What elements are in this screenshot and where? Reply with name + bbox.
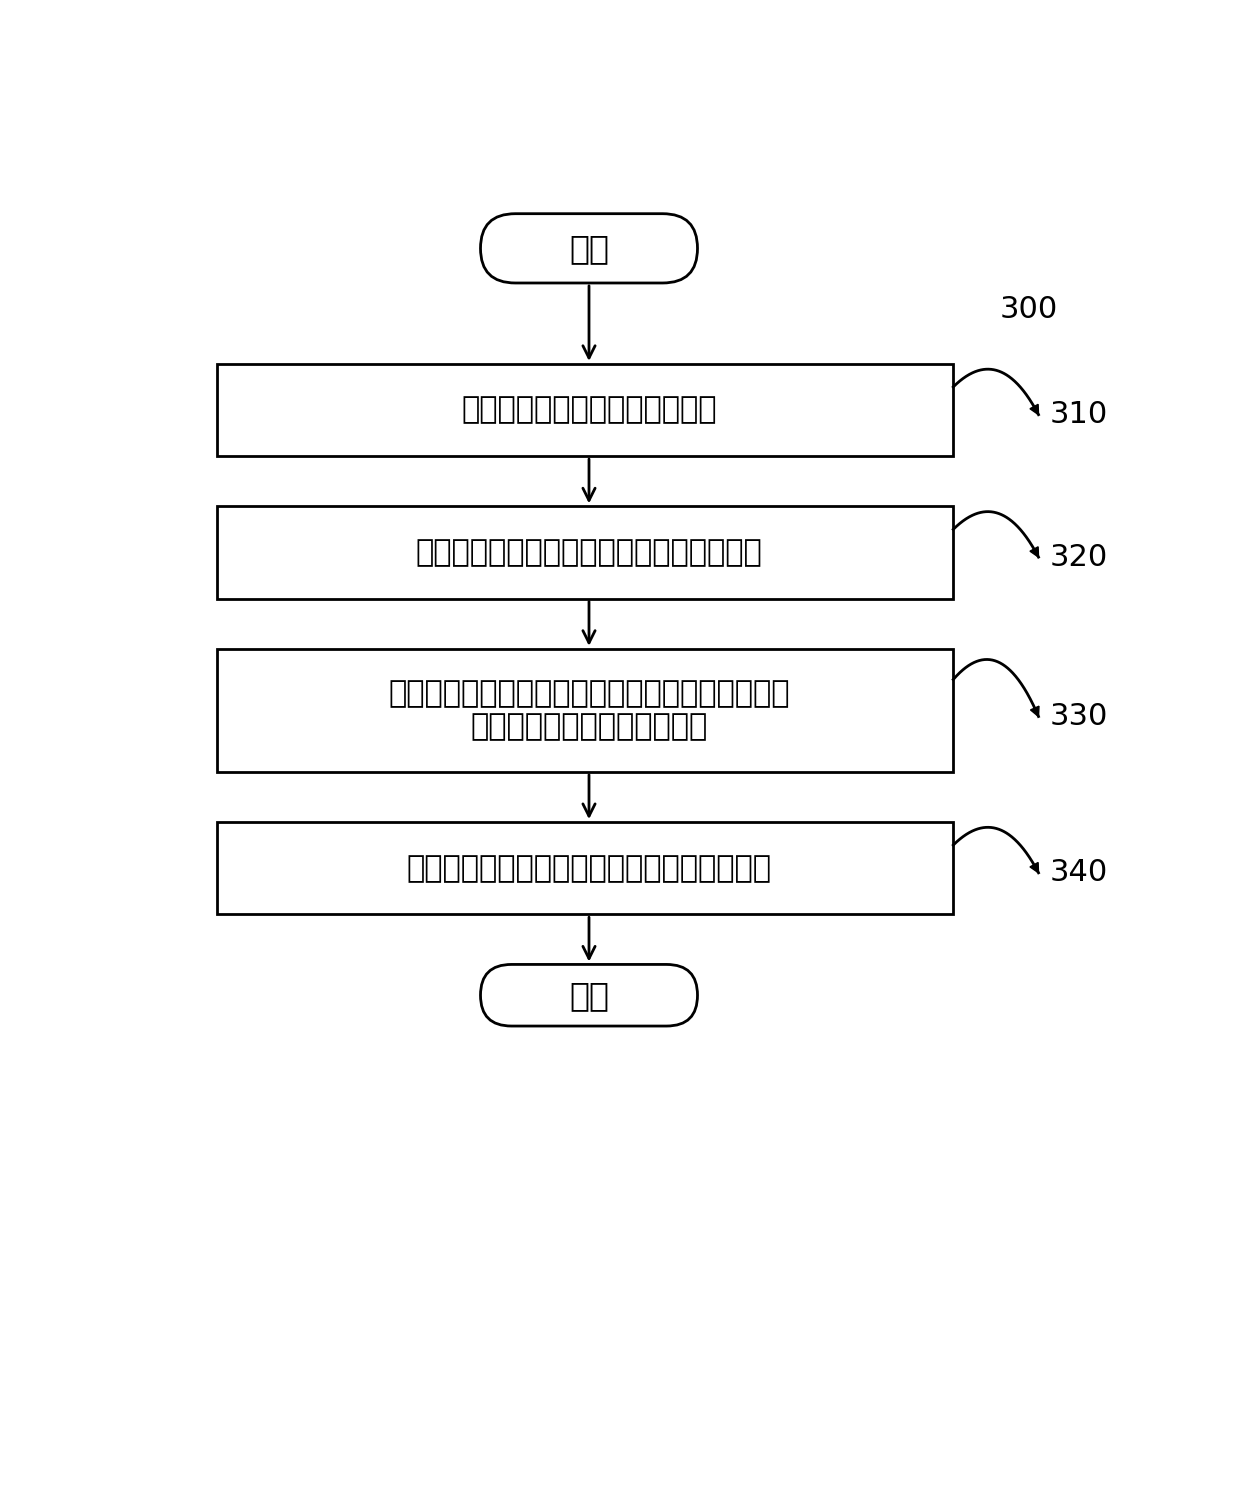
FancyBboxPatch shape (217, 822, 954, 915)
FancyBboxPatch shape (217, 364, 954, 457)
Text: 接收经由隧道协议封装的数据包: 接收经由隧道协议封装的数据包 (461, 395, 717, 425)
Text: 根据流表项将数据包输出到参数值对应的端口: 根据流表项将数据包输出到参数值对应的端口 (407, 853, 771, 883)
FancyBboxPatch shape (481, 213, 697, 283)
Text: 开始: 开始 (569, 231, 609, 266)
Text: 300: 300 (999, 295, 1058, 324)
Polygon shape (1030, 404, 1039, 415)
FancyBboxPatch shape (217, 649, 954, 771)
Text: 340: 340 (1050, 858, 1109, 888)
Text: 解析数据包的报头信息，以形成解析元数据: 解析数据包的报头信息，以形成解析元数据 (415, 539, 763, 567)
FancyBboxPatch shape (217, 506, 954, 598)
Text: 根据解析元数据中与流表中配置的匹配字段对应的
元数据值，查询流表的流表项: 根据解析元数据中与流表中配置的匹配字段对应的 元数据值，查询流表的流表项 (388, 679, 790, 742)
FancyBboxPatch shape (481, 964, 697, 1026)
Text: 330: 330 (1050, 703, 1109, 731)
Polygon shape (1030, 706, 1039, 716)
Polygon shape (1030, 862, 1039, 873)
Text: 结束: 结束 (569, 979, 609, 1012)
Text: 310: 310 (1050, 400, 1109, 430)
Polygon shape (1030, 546, 1039, 557)
Text: 320: 320 (1050, 543, 1109, 571)
